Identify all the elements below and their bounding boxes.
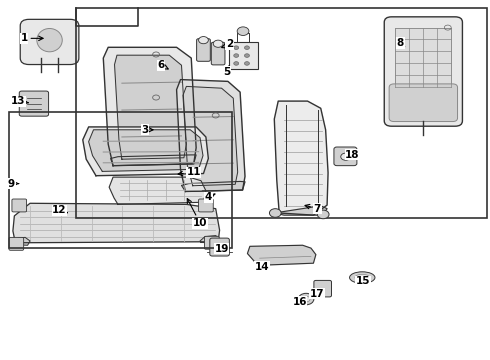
Text: 12: 12 [52,206,67,216]
Text: 5: 5 [223,66,230,77]
Circle shape [234,46,239,49]
FancyBboxPatch shape [211,42,225,65]
Circle shape [245,54,249,57]
Polygon shape [115,55,186,159]
Circle shape [245,62,249,65]
Bar [395,28,451,87]
Circle shape [213,40,223,47]
Polygon shape [14,237,30,245]
Polygon shape [200,235,220,243]
Text: 6: 6 [157,60,168,70]
Polygon shape [274,206,327,215]
FancyBboxPatch shape [314,280,331,297]
Circle shape [198,37,208,44]
Polygon shape [183,86,238,186]
FancyBboxPatch shape [9,237,24,250]
Circle shape [341,153,350,160]
Circle shape [234,54,239,57]
Text: 9: 9 [8,179,19,189]
Ellipse shape [349,272,375,283]
Text: 16: 16 [293,297,307,307]
Text: 10: 10 [187,199,207,228]
Text: 13: 13 [11,96,28,106]
Circle shape [237,27,249,36]
Polygon shape [83,127,208,176]
Text: 3: 3 [141,125,153,135]
Text: 15: 15 [356,276,370,286]
Polygon shape [89,130,203,171]
FancyBboxPatch shape [334,147,357,166]
Polygon shape [13,203,220,243]
Polygon shape [111,155,196,166]
Polygon shape [109,177,206,204]
Circle shape [245,46,249,49]
Ellipse shape [37,28,62,52]
Text: 19: 19 [214,244,229,254]
Circle shape [318,210,329,219]
Text: 1: 1 [21,33,43,43]
Circle shape [234,62,239,65]
FancyBboxPatch shape [210,238,229,256]
FancyBboxPatch shape [198,199,213,212]
FancyBboxPatch shape [204,236,219,249]
Bar [9,112,232,248]
Circle shape [270,209,281,217]
Polygon shape [247,245,316,265]
Polygon shape [274,101,328,215]
Text: 18: 18 [345,150,360,160]
FancyBboxPatch shape [20,19,79,64]
Polygon shape [103,47,196,166]
Ellipse shape [355,274,369,281]
Polygon shape [176,80,245,192]
Bar [76,8,487,218]
FancyBboxPatch shape [12,199,26,212]
FancyBboxPatch shape [389,84,458,122]
Text: 8: 8 [397,38,405,48]
Text: 7: 7 [305,204,321,214]
Polygon shape [181,181,245,192]
Text: 17: 17 [310,289,325,299]
FancyBboxPatch shape [384,17,463,126]
FancyBboxPatch shape [196,39,210,61]
Text: 4: 4 [205,192,215,202]
Text: 11: 11 [178,167,201,177]
Circle shape [298,293,314,305]
Text: 2: 2 [222,40,233,49]
FancyBboxPatch shape [19,91,49,116]
Bar [229,42,258,69]
Text: 14: 14 [255,262,270,272]
Circle shape [302,296,310,302]
